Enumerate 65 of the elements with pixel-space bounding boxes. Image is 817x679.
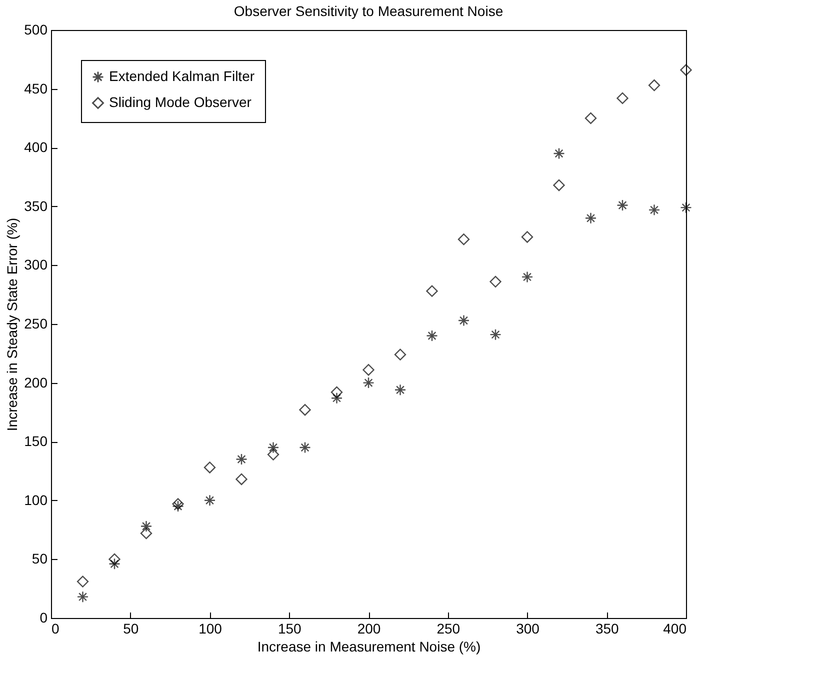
legend-label: Extended Kalman Filter [109,68,255,84]
point [648,204,660,216]
point [394,384,406,396]
point [553,179,565,192]
x-tick-label: 50 [123,620,139,636]
x-tick-label: 150 [278,620,302,636]
point [394,348,406,360]
x-tick-label: 200 [357,620,381,636]
point [267,448,280,460]
y-tick-label: 100 [24,492,48,508]
point [458,233,470,246]
point [76,576,89,588]
y-axis-title: Increase in Steady State Error (%) [4,218,20,432]
point [680,64,692,76]
point [426,330,438,342]
point [330,392,343,404]
legend-label: Sliding Mode Observer [109,94,252,110]
y-tick-label: 50 [32,550,48,567]
point [204,462,216,474]
chart-title: Observer Sensitivity to Measurement Noise [234,3,504,19]
x-axis-title: Increase in Measurement Noise (%) [257,638,481,654]
point [299,442,311,454]
point [172,498,184,510]
point [267,442,280,454]
x-tick-label: 0 [52,620,60,636]
point [521,231,534,243]
y-tick-label: 450 [24,80,48,96]
point [521,271,534,283]
y-tick-label: 400 [24,139,48,156]
point [330,386,343,398]
point [108,553,120,566]
point [426,285,438,297]
point [76,590,89,603]
x-tick-label: 350 [595,620,620,636]
point [680,202,692,214]
point [648,79,660,92]
point [236,473,248,486]
x-tick-label: 250 [436,620,460,636]
y-tick-label: 500 [24,22,48,38]
x-tick-label: 300 [516,620,540,636]
point [140,527,152,540]
point [458,314,470,326]
point [299,404,311,416]
point [172,500,184,512]
y-tick-label: 250 [24,316,48,332]
x-tick-label: 100 [198,620,222,636]
point [616,199,628,212]
point [204,494,216,506]
y-tick-label: 0 [40,610,48,626]
point [236,453,248,466]
y-tick-label: 350 [24,198,48,214]
point [490,328,502,340]
y-tick-label: 300 [24,256,48,273]
y-tick-label: 150 [24,433,48,450]
point [362,364,374,376]
point [616,92,628,104]
point [490,276,502,288]
point [362,376,374,389]
point [584,212,597,224]
point [108,558,120,570]
y-tick-label: 200 [24,374,48,390]
point [140,520,152,532]
x-tick-label: 400 [663,620,687,636]
point [584,112,597,124]
point [553,148,565,160]
